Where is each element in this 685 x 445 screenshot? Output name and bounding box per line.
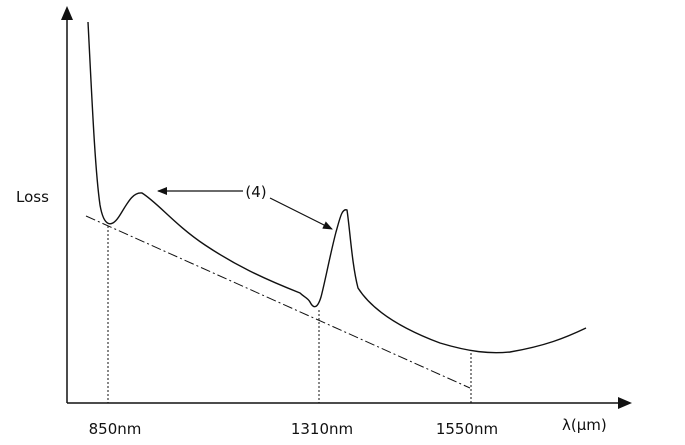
x-tick-1310: 1310nm: [291, 420, 353, 438]
scattering-baseline: [85, 215, 471, 389]
axes: [61, 6, 632, 409]
y-axis-arrow-icon: [61, 6, 73, 20]
loss-curve: [87, 21, 587, 354]
annotation-label: (4): [245, 183, 266, 201]
x-axis-arrow-icon: [618, 397, 632, 409]
annotation-arrows: [157, 187, 333, 230]
x-tick-1550: 1550nm: [436, 420, 498, 438]
arrow-to-peak-2: [269, 197, 333, 230]
x-tick-850: 850nm: [89, 420, 142, 438]
y-axis-label: Loss: [16, 188, 49, 206]
x-axis-label: λ(μm): [562, 416, 607, 434]
reference-lines: [107, 226, 472, 403]
